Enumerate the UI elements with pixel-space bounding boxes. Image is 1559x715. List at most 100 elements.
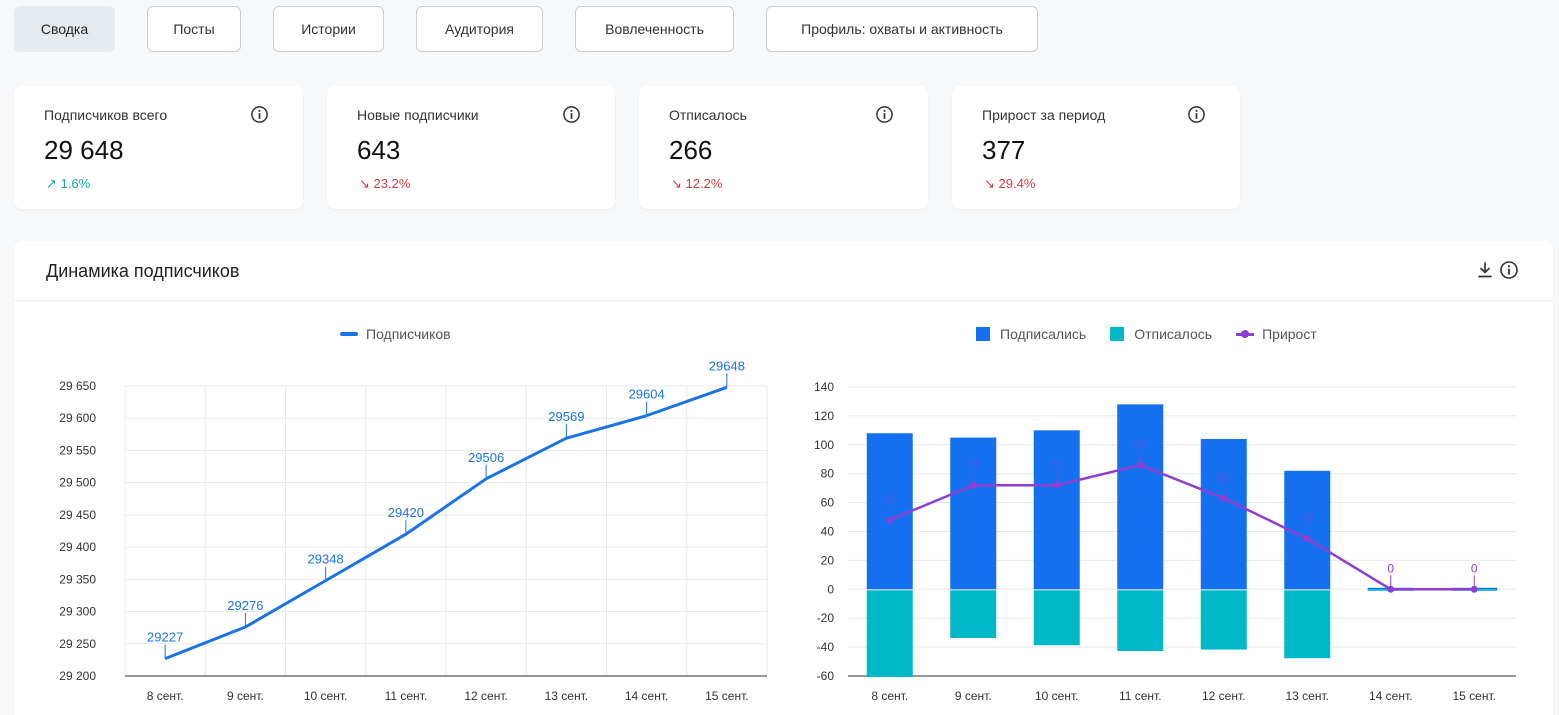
y-tick-label: 20: [821, 553, 835, 567]
y-tick-label: 29 300: [59, 605, 96, 619]
x-tick-label: 14 сент.: [625, 689, 668, 703]
data-label: 29648: [709, 358, 745, 373]
legend-swatch: [1110, 327, 1125, 341]
x-tick-label: 14 сент.: [1369, 689, 1412, 703]
kpi-card-unsubscribed: Отписалось 266 ↘ 12.2%: [639, 86, 928, 209]
data-label: 29276: [227, 598, 263, 613]
download-icon[interactable]: [1475, 260, 1495, 280]
kpi-delta: ↘ 29.4%: [984, 176, 1036, 191]
x-tick-label: 8 сент.: [147, 689, 184, 703]
y-tick-label: -20: [817, 611, 835, 625]
legend-item-unsubscribed[interactable]: Отписалось: [1110, 326, 1212, 342]
bar-unsubscribed: [950, 590, 997, 638]
y-tick-label: 140: [814, 380, 834, 394]
y-tick-label: 60: [821, 496, 835, 510]
legend-swatch: [976, 327, 990, 341]
x-tick-label: 11 сент.: [385, 689, 428, 703]
y-tick-label: 29 200: [59, 669, 96, 683]
tab-profile-reach[interactable]: Профиль: охваты и активность: [766, 6, 1038, 52]
bar-unsubscribed: [1200, 590, 1247, 650]
legend-swatch: [340, 332, 358, 336]
y-tick-label: 29 450: [59, 508, 96, 522]
kpi-delta: ↘ 12.2%: [671, 176, 723, 191]
tab-posts[interactable]: Посты: [147, 6, 241, 52]
x-tick-label: 11 сент.: [1119, 689, 1162, 703]
subscribers-line-chart: 29 650 29 600 29 550 29 500 29 450 29 400 29 3…: [59, 358, 768, 703]
info-icon[interactable]: [875, 105, 894, 124]
data-label: 72: [1050, 457, 1064, 471]
data-label: 48: [883, 492, 897, 506]
data-label: 0: [1387, 561, 1394, 575]
tab-summary[interactable]: Сводка: [14, 6, 115, 52]
data-label: 86: [1134, 437, 1148, 451]
data-label: 29604: [629, 387, 665, 402]
bar-chart-legend: Подписались Отписалось Прирост: [976, 326, 1317, 342]
info-icon[interactable]: [1187, 105, 1206, 124]
kpi-value: 377: [982, 135, 1026, 165]
tab-engagement[interactable]: Вовлеченность: [575, 6, 734, 52]
x-tick-label: 10 сент.: [1035, 689, 1078, 703]
legend-swatch: [1236, 329, 1255, 338]
bar-subscribed: [1200, 439, 1247, 590]
x-tick-label: 9 сент.: [955, 689, 992, 703]
trend-up-icon: ↗: [46, 176, 57, 191]
tab-audience[interactable]: Аудитория: [416, 6, 543, 52]
info-icon[interactable]: [250, 105, 269, 124]
y-tick-label: 29 350: [59, 572, 96, 586]
line-chart-legend: Подписчиков: [340, 326, 451, 342]
trend-down-icon: ↘: [359, 176, 370, 191]
subscriptions-bar-chart: 140 120 100 80 60 40 20 0 -20 -40 -60 8 сент. 9 сент…: [814, 380, 1516, 703]
y-tick-label: 29 650: [59, 379, 96, 393]
bar-unsubscribed: [1117, 590, 1164, 651]
bar-subscribed: [1033, 430, 1080, 590]
bar-unsubscribed: [1033, 590, 1080, 646]
y-tick-label: 29 400: [59, 540, 96, 554]
kpi-delta: ↗ 1.6%: [46, 176, 91, 191]
y-tick-label: 29 500: [59, 476, 96, 490]
legend-item-growth[interactable]: Прирост: [1236, 326, 1317, 342]
data-label: 29569: [548, 409, 584, 424]
bar-subscribed: [950, 437, 997, 590]
y-tick-label: 29 250: [59, 637, 96, 651]
y-tick-label: 29 550: [59, 443, 96, 457]
kpi-label: Подписчиков всего: [44, 107, 168, 123]
x-tick-label: 15 сент.: [705, 689, 748, 703]
kpi-label: Новые подписчики: [357, 107, 479, 123]
trend-down-icon: ↘: [671, 176, 682, 191]
bar-subscribed: [1117, 404, 1164, 590]
tab-stories[interactable]: Истории: [273, 6, 384, 52]
kpi-value: 643: [357, 135, 401, 165]
bar-unsubscribed: [866, 590, 913, 677]
growth-point: [969, 481, 977, 489]
kpi-card-total-subscribers: Подписчиков всего 29 648 ↗ 1.6%: [14, 86, 303, 209]
x-tick-label: 13 сент.: [545, 689, 588, 703]
data-label: 29506: [468, 450, 504, 465]
info-icon[interactable]: [562, 105, 581, 124]
series-line-growth: [889, 463, 1475, 591]
data-label: 29348: [308, 552, 344, 567]
data-label: 29227: [147, 630, 183, 645]
y-tick-label: -60: [817, 669, 835, 683]
legend-item-subscribed[interactable]: Подписались: [976, 326, 1086, 342]
y-tick-label: 100: [814, 438, 834, 452]
growth-point: [1053, 481, 1061, 489]
info-icon[interactable]: [1499, 260, 1519, 280]
kpi-value: 266: [669, 135, 713, 165]
data-label: 72: [967, 457, 981, 471]
x-tick-label: 9 сент.: [227, 689, 264, 703]
x-tick-label: 13 сент.: [1286, 689, 1329, 703]
y-tick-label: 29 600: [59, 411, 96, 425]
x-tick-label: 10 сент.: [304, 689, 347, 703]
y-tick-label: 40: [821, 525, 835, 539]
kpi-delta: ↘ 23.2%: [359, 176, 411, 191]
kpi-label: Прирост за период: [982, 107, 1106, 123]
legend-item-subscribers[interactable]: Подписчиков: [340, 326, 451, 342]
kpi-card-new-subscribers: Новые подписчики 643 ↘ 23.2%: [327, 86, 615, 209]
y-tick-label: 80: [821, 467, 835, 481]
kpi-value: 29 648: [44, 135, 124, 165]
series-line-subscribers: [164, 385, 728, 660]
x-tick-label: 12 сент.: [464, 689, 507, 703]
trend-down-icon: ↘: [984, 176, 995, 191]
y-tick-label: -40: [817, 640, 835, 654]
data-label: 63: [1217, 470, 1231, 484]
